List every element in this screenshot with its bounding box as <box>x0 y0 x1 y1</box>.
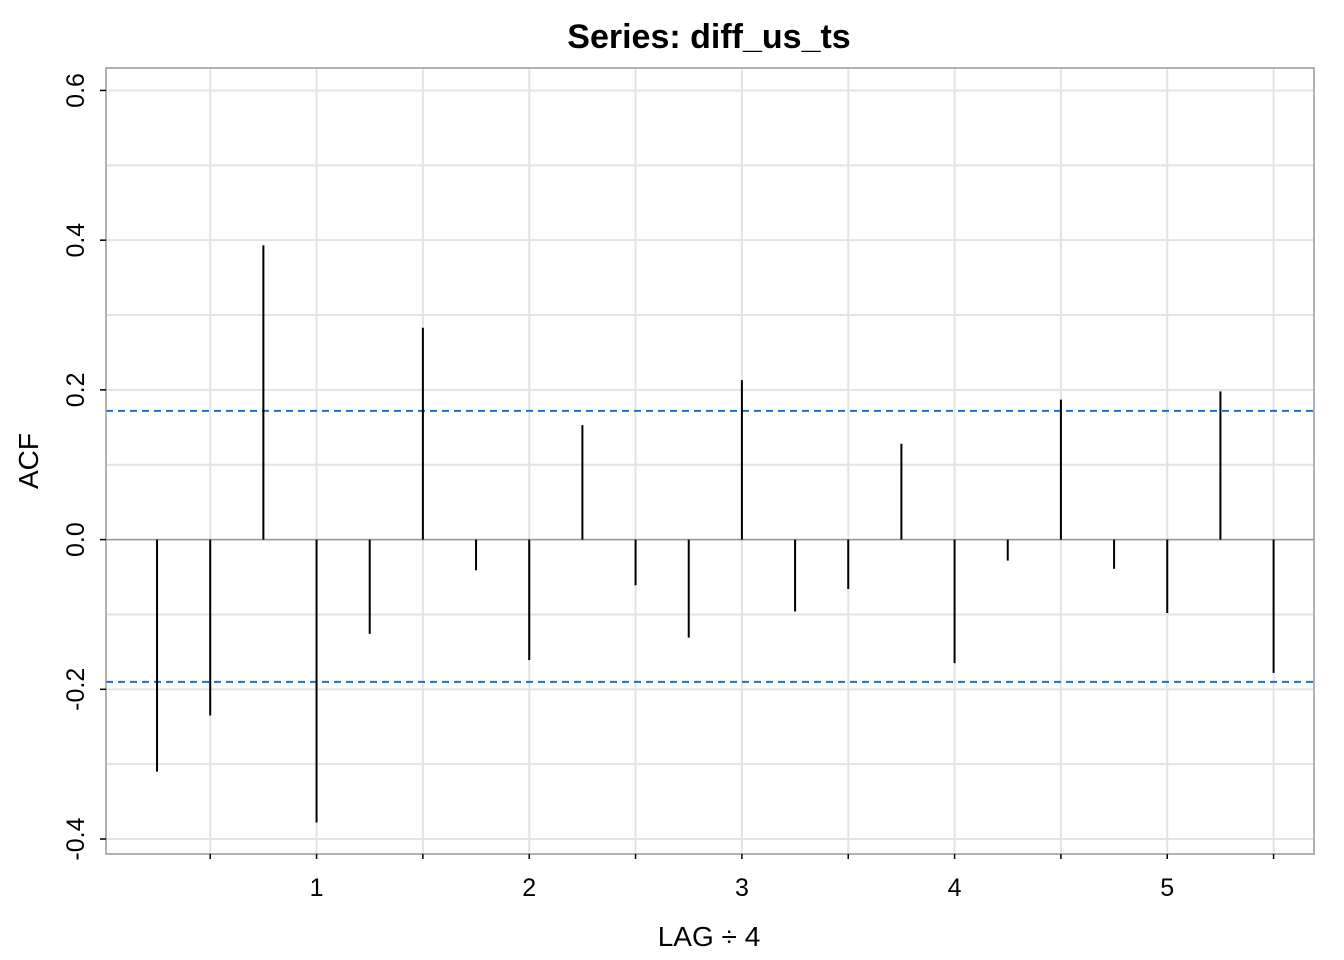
x-axis-ticks: 1 2 3 4 5 <box>209 854 1275 902</box>
acf-bars <box>156 245 1275 823</box>
chart-title: Series: diff_us_ts <box>567 18 850 56</box>
y-axis-ticks: -0.4 -0.2 0.0 0.2 0.4 0.6 <box>62 73 106 861</box>
x-tick-label: 1 <box>310 874 324 902</box>
y-tick-label: -0.4 <box>62 817 90 860</box>
y-tick-label: 0.6 <box>62 73 90 108</box>
x-tick-label: 4 <box>948 874 962 902</box>
x-tick-label: 3 <box>735 874 749 902</box>
y-tick-label: 0.4 <box>62 223 90 258</box>
y-tick-label: -0.2 <box>62 668 90 711</box>
grid <box>106 68 1314 854</box>
x-tick-label: 2 <box>522 874 536 902</box>
plot-frame <box>105 67 1315 855</box>
y-axis-label: ACF <box>13 433 44 489</box>
confidence-bounds <box>106 409 1314 683</box>
x-tick-label: 5 <box>1160 874 1174 902</box>
y-tick-label: 0.0 <box>62 522 90 557</box>
x-axis-label: LAG ÷ 4 <box>658 921 761 952</box>
y-tick-label: 0.2 <box>62 373 90 408</box>
